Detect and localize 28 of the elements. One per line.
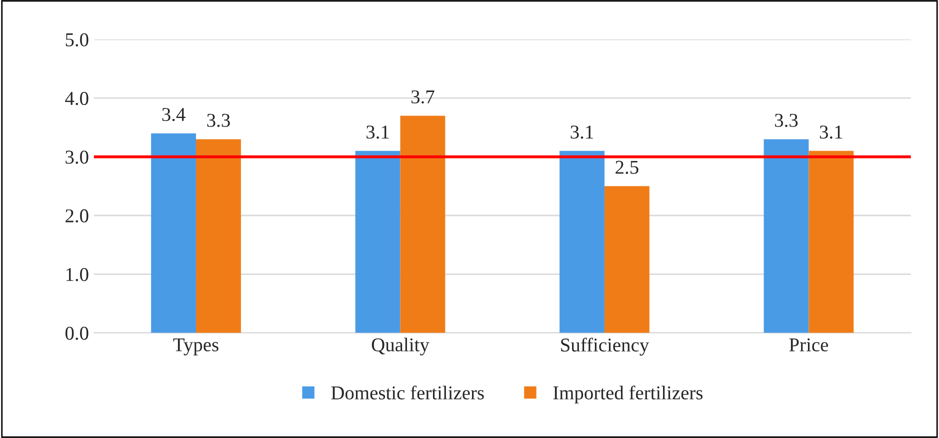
data-label: 2.5 [616, 160, 638, 174]
data-label: 3.1 [570, 126, 593, 139]
bar [604, 186, 650, 333]
data-label: 3.7 [411, 90, 434, 104]
x-tick-label: Types [173, 338, 218, 356]
bar [560, 150, 604, 333]
data-label: 3.1 [820, 126, 842, 139]
legend-label: Domestic fertilizers [331, 386, 484, 400]
x-tick-label: Quality [372, 338, 430, 356]
bar [355, 150, 400, 333]
data-label: 3.3 [207, 114, 230, 127]
y-tick-label: 5.0 [66, 33, 88, 46]
x-tick-label: Sufficiency [561, 338, 650, 356]
x-tick-label: Price [789, 338, 828, 352]
y-tick-label: 2.0 [66, 209, 88, 223]
bar [196, 139, 241, 333]
y-tick-label: 3.0 [66, 150, 88, 164]
y-tick-label: 4.0 [65, 92, 88, 106]
y-tick-label: 0.0 [65, 326, 88, 340]
data-label: 3.4 [162, 108, 186, 122]
legend-label: Imported fertilizers [553, 386, 703, 404]
data-label: 3.3 [775, 114, 798, 127]
bar [808, 150, 854, 333]
data-label: 3.1 [366, 126, 389, 139]
bar [400, 116, 446, 333]
bar [151, 133, 196, 333]
bar [764, 139, 809, 333]
y-tick-label: 1.0 [66, 268, 88, 282]
